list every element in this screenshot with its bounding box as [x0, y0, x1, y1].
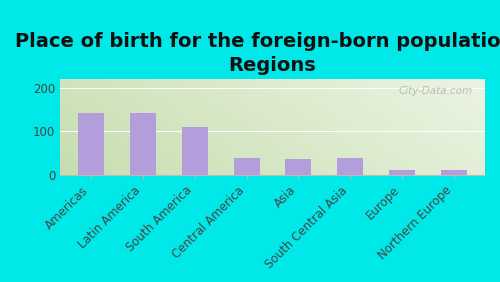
Bar [389, 171, 415, 175]
Bar [78, 113, 104, 175]
Bar [182, 127, 208, 175]
Bar [338, 158, 363, 175]
Text: City-Data.com: City-Data.com [398, 86, 472, 96]
Bar [130, 113, 156, 175]
Bar [234, 158, 260, 175]
Title: Place of birth for the foreign-born population -
Regions: Place of birth for the foreign-born popu… [16, 32, 500, 75]
Bar [286, 159, 312, 175]
Bar [441, 170, 467, 175]
